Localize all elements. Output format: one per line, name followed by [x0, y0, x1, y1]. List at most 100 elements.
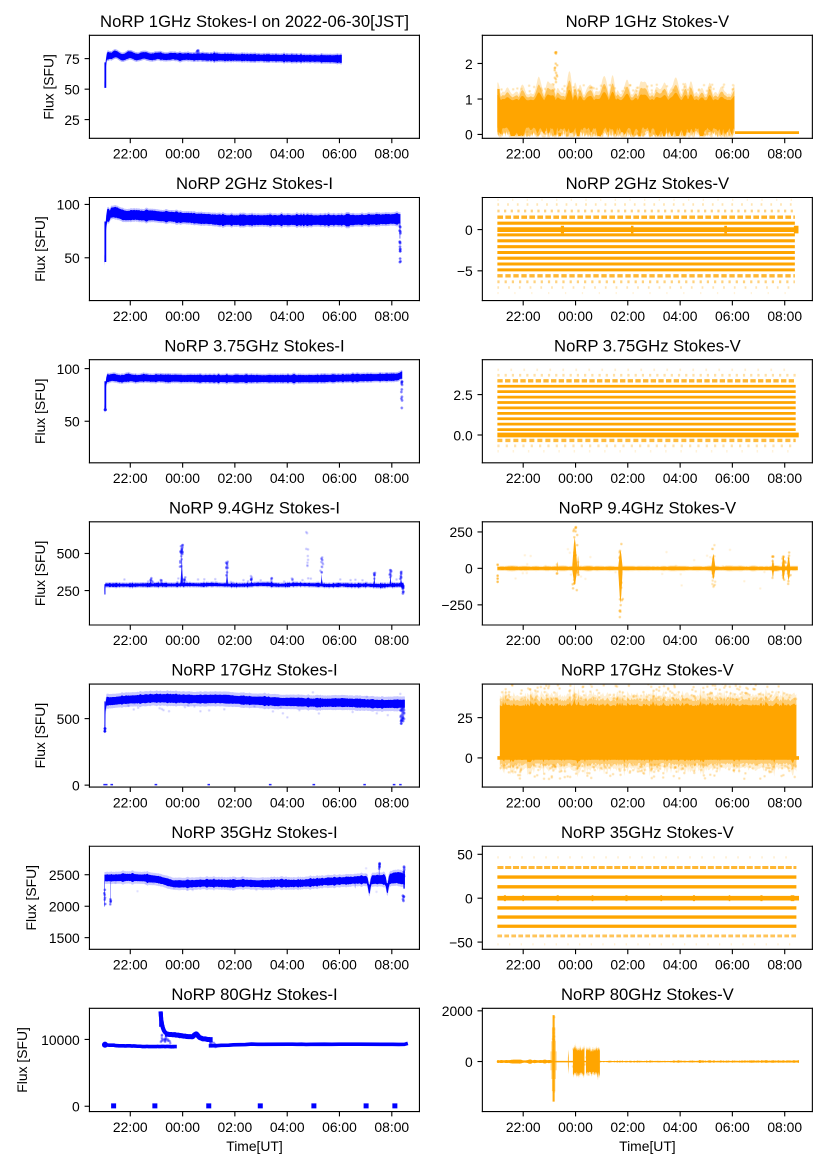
- svg-text:08:00: 08:00: [767, 632, 802, 648]
- svg-text:22:00: 22:00: [113, 308, 148, 324]
- svg-text:0: 0: [465, 127, 473, 143]
- svg-text:00:00: 00:00: [558, 1119, 593, 1135]
- svg-text:22:00: 22:00: [506, 1119, 541, 1135]
- svg-text:02:00: 02:00: [610, 470, 645, 486]
- svg-text:08:00: 08:00: [374, 1119, 409, 1135]
- svg-text:00:00: 00:00: [165, 308, 200, 324]
- svg-text:500: 500: [57, 711, 80, 727]
- svg-text:04:00: 04:00: [663, 794, 698, 810]
- svg-text:04:00: 04:00: [663, 957, 698, 973]
- svg-text:25: 25: [64, 112, 80, 128]
- svg-text:02:00: 02:00: [218, 794, 253, 810]
- svg-text:NoRP 1GHz Stokes-V: NoRP 1GHz Stokes-V: [566, 12, 730, 31]
- svg-text:22:00: 22:00: [506, 308, 541, 324]
- svg-text:00:00: 00:00: [165, 1119, 200, 1135]
- svg-text:02:00: 02:00: [610, 308, 645, 324]
- svg-text:2000: 2000: [442, 1003, 473, 1019]
- svg-text:1500: 1500: [49, 930, 80, 946]
- svg-text:22:00: 22:00: [506, 957, 541, 973]
- svg-text:04:00: 04:00: [270, 470, 305, 486]
- svg-text:02:00: 02:00: [218, 957, 253, 973]
- svg-text:06:00: 06:00: [322, 470, 357, 486]
- svg-text:06:00: 06:00: [715, 470, 750, 486]
- svg-text:0: 0: [72, 1099, 80, 1115]
- svg-text:00:00: 00:00: [558, 308, 593, 324]
- svg-text:08:00: 08:00: [767, 794, 802, 810]
- svg-text:06:00: 06:00: [715, 794, 750, 810]
- svg-text:2000: 2000: [49, 898, 80, 914]
- svg-text:06:00: 06:00: [322, 1119, 357, 1135]
- svg-text:04:00: 04:00: [663, 632, 698, 648]
- svg-text:NoRP 17GHz Stokes-I: NoRP 17GHz Stokes-I: [171, 661, 337, 680]
- svg-text:0: 0: [465, 750, 473, 766]
- svg-text:10000: 10000: [41, 1032, 80, 1048]
- svg-text:50: 50: [457, 847, 473, 863]
- svg-text:2: 2: [465, 56, 473, 72]
- svg-text:1: 1: [465, 91, 473, 107]
- svg-text:NoRP 2GHz Stokes-I: NoRP 2GHz Stokes-I: [176, 174, 333, 193]
- svg-text:06:00: 06:00: [715, 632, 750, 648]
- svg-text:250: 250: [450, 524, 473, 540]
- svg-text:22:00: 22:00: [506, 794, 541, 810]
- svg-text:02:00: 02:00: [610, 1119, 645, 1135]
- svg-text:02:00: 02:00: [610, 632, 645, 648]
- svg-text:NoRP 2GHz Stokes-V: NoRP 2GHz Stokes-V: [566, 174, 730, 193]
- svg-text:NoRP 9.4GHz Stokes-V: NoRP 9.4GHz Stokes-V: [559, 499, 737, 518]
- svg-text:50: 50: [64, 250, 80, 266]
- svg-text:22:00: 22:00: [113, 632, 148, 648]
- svg-text:0.0: 0.0: [453, 427, 473, 443]
- svg-text:04:00: 04:00: [663, 470, 698, 486]
- svg-text:08:00: 08:00: [374, 632, 409, 648]
- svg-text:02:00: 02:00: [218, 1119, 253, 1135]
- svg-text:00:00: 00:00: [165, 470, 200, 486]
- svg-text:100: 100: [57, 361, 80, 377]
- svg-text:22:00: 22:00: [113, 146, 148, 162]
- svg-text:04:00: 04:00: [663, 1119, 698, 1135]
- svg-text:06:00: 06:00: [322, 308, 357, 324]
- svg-text:08:00: 08:00: [374, 308, 409, 324]
- svg-text:00:00: 00:00: [558, 146, 593, 162]
- svg-text:00:00: 00:00: [558, 957, 593, 973]
- svg-text:00:00: 00:00: [558, 470, 593, 486]
- svg-text:00:00: 00:00: [558, 632, 593, 648]
- svg-text:Flux [SFU]: Flux [SFU]: [32, 703, 48, 769]
- svg-text:NoRP 9.4GHz Stokes-I: NoRP 9.4GHz Stokes-I: [169, 499, 340, 518]
- svg-text:−5: −5: [457, 263, 473, 279]
- svg-text:04:00: 04:00: [663, 308, 698, 324]
- svg-text:NoRP 3.75GHz Stokes-I: NoRP 3.75GHz Stokes-I: [164, 336, 344, 355]
- svg-text:08:00: 08:00: [767, 470, 802, 486]
- svg-text:0: 0: [465, 561, 473, 577]
- svg-text:NoRP 35GHz Stokes-I: NoRP 35GHz Stokes-I: [171, 823, 337, 842]
- svg-text:Flux [SFU]: Flux [SFU]: [23, 865, 39, 931]
- svg-text:04:00: 04:00: [270, 632, 305, 648]
- svg-text:00:00: 00:00: [558, 794, 593, 810]
- svg-text:250: 250: [57, 583, 80, 599]
- svg-text:04:00: 04:00: [270, 1119, 305, 1135]
- svg-text:Flux [SFU]: Flux [SFU]: [32, 216, 48, 282]
- svg-text:02:00: 02:00: [610, 146, 645, 162]
- svg-text:NoRP 35GHz Stokes-V: NoRP 35GHz Stokes-V: [561, 823, 735, 842]
- svg-text:06:00: 06:00: [715, 308, 750, 324]
- svg-text:00:00: 00:00: [165, 957, 200, 973]
- svg-text:22:00: 22:00: [113, 1119, 148, 1135]
- svg-text:22:00: 22:00: [506, 632, 541, 648]
- svg-text:22:00: 22:00: [506, 146, 541, 162]
- svg-text:00:00: 00:00: [165, 632, 200, 648]
- svg-text:06:00: 06:00: [715, 1119, 750, 1135]
- svg-text:22:00: 22:00: [113, 470, 148, 486]
- svg-text:0: 0: [465, 222, 473, 238]
- svg-text:00:00: 00:00: [165, 794, 200, 810]
- svg-text:22:00: 22:00: [113, 794, 148, 810]
- svg-text:50: 50: [64, 81, 80, 97]
- svg-text:Time[UT]: Time[UT]: [619, 1138, 676, 1154]
- svg-text:08:00: 08:00: [767, 1119, 802, 1135]
- svg-text:100: 100: [57, 197, 80, 213]
- svg-text:25: 25: [457, 710, 473, 726]
- svg-text:Flux [SFU]: Flux [SFU]: [41, 54, 57, 120]
- svg-text:08:00: 08:00: [374, 146, 409, 162]
- svg-text:75: 75: [64, 51, 80, 67]
- svg-text:500: 500: [57, 546, 80, 562]
- svg-text:08:00: 08:00: [374, 957, 409, 973]
- svg-text:NoRP 17GHz Stokes-V: NoRP 17GHz Stokes-V: [561, 661, 735, 680]
- svg-text:08:00: 08:00: [767, 146, 802, 162]
